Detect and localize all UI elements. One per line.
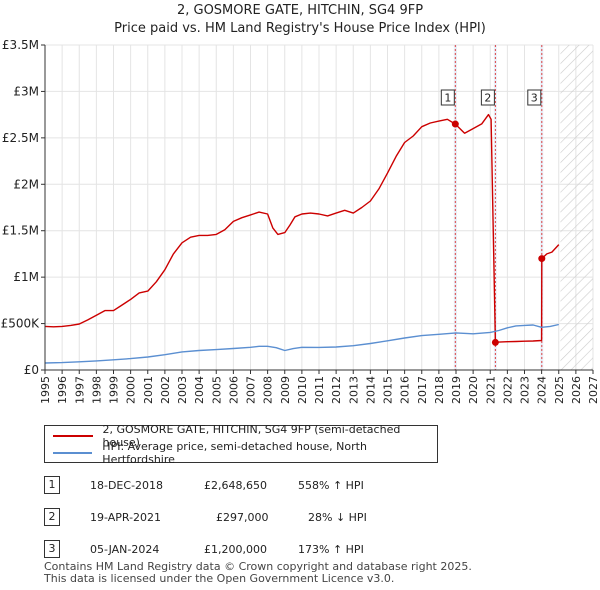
transaction-row: 1 18-DEC-2018 £2,648,650 558% ↑ HPI	[44, 476, 564, 496]
footer-licence: This data is licensed under the Open Gov…	[44, 572, 395, 585]
transaction-label: 3	[531, 92, 538, 105]
x-tick-label: 2009	[279, 376, 292, 404]
x-tick-label: 2007	[245, 376, 258, 404]
legend: 2, GOSMORE GATE, HITCHIN, SG4 9FP (semi-…	[44, 423, 438, 466]
price-chart: 1 2 3 £0 £500K £1M £1.5M £2M £2.5M £3M £3.5M 1995 19…	[1, 38, 600, 404]
transaction-date: 18-DEC-2018	[90, 479, 164, 492]
transaction-label-box	[480, 89, 495, 106]
footer-copyright: Contains HM Land Registry data © Crown c…	[44, 560, 472, 573]
y-tick-label: £0	[24, 363, 39, 377]
transaction-hpi: 28% ↓ HPI	[308, 511, 367, 524]
transaction-band	[493, 45, 497, 370]
transaction-number: 3	[44, 540, 60, 558]
transaction-price: £2,648,650	[204, 479, 267, 492]
y-tick-label: £2M	[13, 177, 39, 191]
legend-item-property: 2, GOSMORE GATE, HITCHIN, SG4 9FP (semi-…	[53, 423, 437, 449]
y-tick-label: £500K	[1, 317, 41, 331]
x-tick-label: 2005	[210, 376, 223, 404]
transaction-hpi: 173% ↑ HPI	[298, 543, 364, 556]
x-tick-label: 2001	[142, 376, 155, 404]
transaction-hpi: 558% ↑ HPI	[298, 479, 364, 492]
forecast-region	[560, 45, 593, 370]
legend-swatch-hpi	[53, 452, 93, 454]
x-tick-label: 2026	[570, 376, 583, 404]
x-tick-label: 2003	[176, 376, 189, 404]
transaction-row: 2 19-APR-2021 £297,000 28% ↓ HPI	[44, 508, 564, 528]
legend-swatch-property	[53, 435, 93, 437]
x-tick-label: 2015	[382, 376, 395, 404]
transaction-number: 1	[44, 476, 60, 494]
legend-label-property: 2, GOSMORE GATE, HITCHIN, SG4 9FP (semi-…	[102, 423, 401, 449]
x-tick-label: 2006	[227, 376, 240, 404]
x-tick-label: 2008	[262, 376, 275, 404]
x-tick-label: 2018	[433, 376, 446, 404]
transaction-price: £1,200,000	[204, 543, 267, 556]
x-tick-label: 2023	[519, 376, 532, 404]
x-tick-label: 2019	[450, 376, 463, 404]
transaction-date: 19-APR-2021	[90, 511, 162, 524]
property-price-line	[44, 113, 560, 344]
x-tick-label: 2000	[125, 376, 138, 404]
x-tick-label: 2017	[416, 376, 429, 404]
transaction-point	[451, 120, 459, 128]
x-tick-label: 2012	[330, 376, 343, 404]
x-tick-label: 2027	[587, 376, 600, 404]
x-tick-label: 1996	[56, 376, 69, 404]
x-tick-label: 1995	[39, 376, 52, 404]
transaction-label: 1	[444, 92, 451, 105]
transaction-point	[538, 255, 546, 263]
x-tick-label: 2013	[347, 376, 360, 404]
y-tick-label: £3M	[13, 84, 39, 98]
transaction-point	[491, 338, 499, 346]
chart-title: 2, GOSMORE GATE, HITCHIN, SG4 9FP	[176, 3, 424, 18]
x-tick-label: 2004	[193, 376, 206, 404]
x-tick-label: 2016	[399, 376, 412, 404]
y-tick-label: £2.5M	[2, 131, 39, 145]
x-tick-label: 1997	[73, 376, 86, 404]
x-tick-label: 2014	[364, 376, 377, 404]
transaction-label: 2	[484, 92, 491, 105]
x-tick-label: 1999	[108, 376, 121, 404]
transaction-price: £297,000	[216, 511, 269, 524]
x-tick-label: 2020	[467, 376, 480, 404]
y-tick-label: £1M	[13, 270, 39, 284]
hpi-line	[44, 323, 559, 364]
transaction-number: 2	[44, 508, 60, 526]
transaction-row: 3 05-JAN-2024 £1,200,000 173% ↑ HPI	[44, 540, 564, 560]
transaction-band	[453, 45, 457, 370]
transaction-label-box	[527, 89, 542, 106]
transaction-date: 05-JAN-2024	[90, 543, 160, 556]
x-tick-label: 2010	[296, 376, 309, 404]
legend-item-hpi: HPI: Average price, semi-detached house,…	[53, 440, 437, 466]
chart-subtitle: Price paid vs. HM Land Registry's House …	[114, 21, 486, 36]
x-tick-label: 2021	[484, 376, 497, 404]
y-tick-label: £3.5M	[2, 38, 39, 52]
x-tick-label: 2002	[159, 376, 172, 404]
transaction-band	[540, 45, 544, 370]
x-tick-label: 2022	[501, 376, 514, 404]
transaction-label-box	[440, 89, 455, 106]
x-tick-label: 2024	[536, 376, 549, 404]
legend-label-hpi: HPI: Average price, semi-detached house,…	[102, 440, 367, 466]
x-tick-label: 1998	[90, 376, 103, 404]
y-tick-label: £1.5M	[2, 224, 39, 238]
x-tick-label: 2011	[313, 376, 326, 404]
x-tick-label: 2025	[553, 376, 566, 404]
